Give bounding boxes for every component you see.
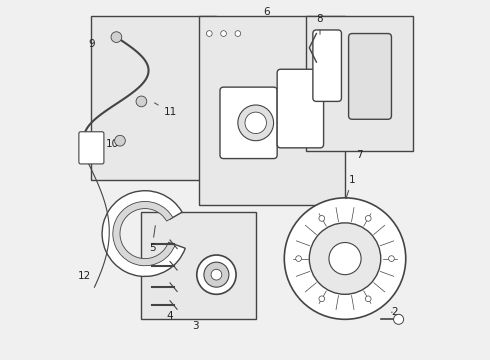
- Circle shape: [366, 296, 371, 302]
- FancyBboxPatch shape: [142, 212, 256, 319]
- Circle shape: [296, 256, 301, 261]
- Circle shape: [238, 105, 273, 141]
- Text: 7: 7: [356, 150, 363, 160]
- Text: 3: 3: [192, 321, 198, 332]
- Circle shape: [329, 243, 361, 275]
- Circle shape: [245, 112, 267, 134]
- FancyBboxPatch shape: [220, 87, 277, 158]
- Text: 2: 2: [392, 307, 398, 317]
- Circle shape: [220, 31, 226, 36]
- Circle shape: [206, 31, 212, 36]
- Circle shape: [115, 135, 125, 146]
- FancyBboxPatch shape: [348, 33, 392, 119]
- Text: 1: 1: [346, 175, 355, 199]
- Text: 8: 8: [317, 14, 323, 34]
- Circle shape: [111, 32, 122, 42]
- Text: 12: 12: [77, 271, 91, 282]
- Circle shape: [136, 96, 147, 107]
- Circle shape: [204, 262, 229, 287]
- Wedge shape: [113, 202, 175, 266]
- Circle shape: [197, 255, 236, 294]
- Circle shape: [309, 223, 381, 294]
- Text: 4: 4: [167, 311, 173, 321]
- Wedge shape: [102, 191, 185, 276]
- Circle shape: [284, 198, 406, 319]
- FancyBboxPatch shape: [92, 16, 217, 180]
- Text: 6: 6: [263, 7, 270, 17]
- Circle shape: [389, 256, 394, 261]
- FancyBboxPatch shape: [79, 132, 104, 164]
- Text: 5: 5: [149, 226, 155, 253]
- Text: 11: 11: [154, 103, 176, 117]
- Text: 10: 10: [106, 139, 120, 149]
- Circle shape: [211, 269, 222, 280]
- Text: 9: 9: [88, 39, 95, 49]
- Circle shape: [235, 31, 241, 36]
- Circle shape: [319, 296, 325, 302]
- FancyBboxPatch shape: [277, 69, 323, 148]
- FancyBboxPatch shape: [313, 30, 342, 102]
- Circle shape: [393, 314, 404, 324]
- Circle shape: [366, 216, 371, 221]
- FancyBboxPatch shape: [306, 16, 413, 152]
- Circle shape: [319, 216, 325, 221]
- FancyBboxPatch shape: [198, 16, 345, 205]
